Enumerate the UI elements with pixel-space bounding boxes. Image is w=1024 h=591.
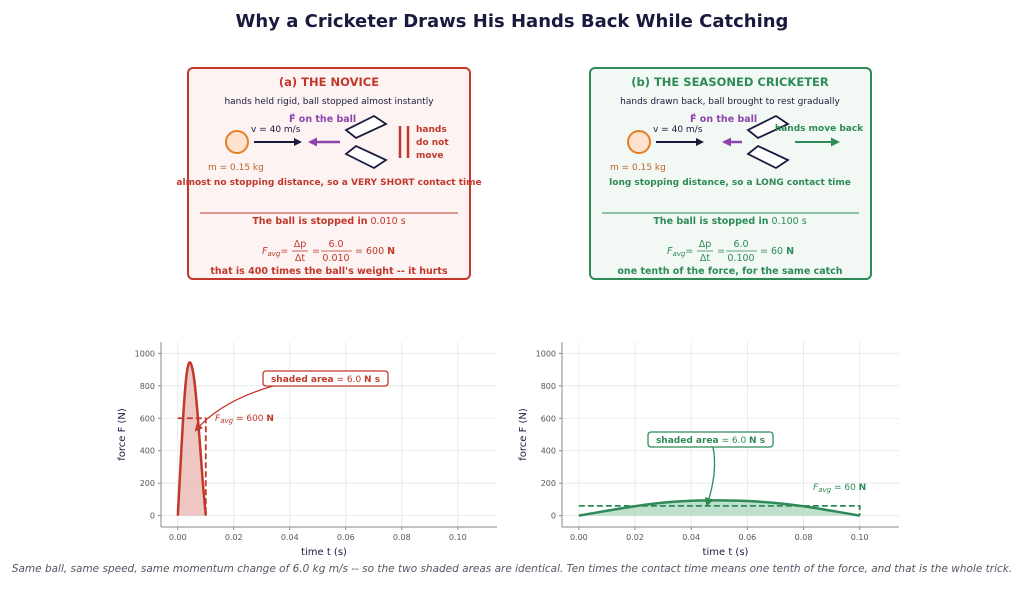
y-tick-label: 0 [551,512,556,521]
average-force-equation: Favg= Δp Δt = 6.0 0.010 = 600 N [262,239,395,264]
hand-lower [746,144,790,170]
annotation-text: shaded area = 6.0 N s [656,436,765,446]
svg-text:=: = [312,246,320,257]
y-axis-label: force F (N) [117,408,128,461]
x-tick-label: 0.04 [682,533,700,542]
panel-novice-subtitle: hands held rigid, ball stopped almost in… [224,97,434,107]
y-tick-label: 1000 [536,349,556,358]
stop-time-line: The ball is stopped in 0.010 s [252,216,405,227]
annotation-text: shaded area = 6.0 N s [271,375,380,385]
x-tick-label: 0.00 [570,533,588,542]
force-label: F⃗ on the ball [690,112,757,125]
panel-pro: (b) THE SEASONED CRICKETER hands drawn b… [589,67,872,280]
mass-label: m = 0.15 kg [610,163,666,173]
conclusion: that is 400 times the ball's weight -- i… [210,266,448,277]
y-tick-label: 400 [541,447,556,456]
page-title: Why a Cricketer Draws His Hands Back Whi… [235,11,789,32]
panel-pro-subtitle: hands drawn back, ball brought to rest g… [620,97,840,107]
panel-novice: (a) THE NOVICE hands held rigid, ball st… [176,67,482,280]
force-label: F⃗ on the ball [289,112,356,125]
conclusion: one tenth of the force, for the same cat… [617,266,842,277]
hands-note-1: hands move back [775,124,864,134]
panel-pro-heading: (b) THE SEASONED CRICKETER [631,75,829,89]
y-axis-label: force F (N) [518,408,529,461]
svg-text:Δp: Δp [294,239,307,250]
x-tick-label: 0.08 [795,533,813,542]
y-tick-label: 800 [541,382,556,391]
mass-label: m = 0.15 kg [208,163,264,173]
y-tick-label: 1000 [135,349,155,358]
x-tick-label: 0.02 [225,533,243,542]
ball [627,130,651,154]
force-curve [578,499,860,517]
svg-text:= 600 N: = 600 N [355,246,395,257]
y-tick-label: 600 [541,414,556,423]
force-time-chart-novice: 0.00 0.02 0.04 0.06 0.08 0.10 0 200 400 600 800 100… [117,342,497,558]
x-tick-label: 0.08 [393,533,411,542]
y-tick-label: 0 [150,512,155,521]
x-tick-label: 0.06 [738,533,756,542]
y-tick-label: 800 [140,382,155,391]
svg-text:Favg=: Favg= [667,246,693,258]
hands-note-1: hands [416,125,447,135]
impulse-area [578,500,860,516]
annotation-arrow [704,446,716,507]
x-tick-label: 0.10 [449,533,467,542]
svg-text:= 60 N: = 60 N [760,246,794,257]
hands-note-3: move [416,151,444,161]
force-time-chart-pro: 0.00 0.02 0.04 0.06 0.08 0.10 0 200 400 600 800 100… [518,342,899,558]
hand-upper [746,114,790,140]
x-tick-label: 0.00 [169,533,187,542]
svg-text:0.100: 0.100 [727,253,754,264]
x-tick-label: 0.06 [337,533,355,542]
x-axis-label: time t (s) [703,547,749,558]
annotation-arrow [194,385,274,432]
svg-text:=: = [717,246,725,257]
caption: Same ball, same speed, same momentum cha… [11,563,1013,575]
annotation-box [262,370,389,387]
distance-note: long stopping distance, so a LONG contac… [609,178,851,188]
x-axis-label: time t (s) [301,547,347,558]
hands-note-2: do not [416,138,449,148]
svg-text:Favg=: Favg= [262,246,288,258]
y-tick-label: 200 [140,479,155,488]
distance-note: almost no stopping distance, so a VERY S… [176,178,481,188]
y-tick-label: 200 [541,479,556,488]
y-tick-label: 400 [140,447,155,456]
stop-time-line: The ball is stopped in 0.100 s [653,216,806,227]
x-tick-label: 0.02 [626,533,644,542]
average-force-equation: Favg= Δp Δt = 6.0 0.100 = 60 N [667,239,794,264]
svg-text:Δt: Δt [700,253,710,264]
panel-novice-heading: (a) THE NOVICE [279,75,379,89]
velocity-label: v = 40 m/s [653,125,703,135]
average-force-label: Favg = 600 N [215,414,274,425]
panel-novice-frame [187,67,471,280]
velocity-label: v = 40 m/s [251,125,301,135]
hand-upper [344,114,388,140]
x-tick-label: 0.04 [281,533,299,542]
average-force-line [578,505,861,516]
hand-lower [344,144,388,170]
y-tick-label: 600 [140,414,155,423]
x-tick-label: 0.10 [851,533,869,542]
svg-text:6.0: 6.0 [733,239,748,250]
svg-text:0.010: 0.010 [322,253,349,264]
svg-text:6.0: 6.0 [328,239,343,250]
annotation-box [647,431,774,448]
ball [225,130,249,154]
force-curve [176,361,208,516]
svg-text:Δp: Δp [699,239,712,250]
average-force-line [177,417,207,516]
panel-pro-frame [589,67,872,280]
svg-text:Δt: Δt [295,253,305,264]
average-force-label: Favg = 60 N [813,483,866,494]
